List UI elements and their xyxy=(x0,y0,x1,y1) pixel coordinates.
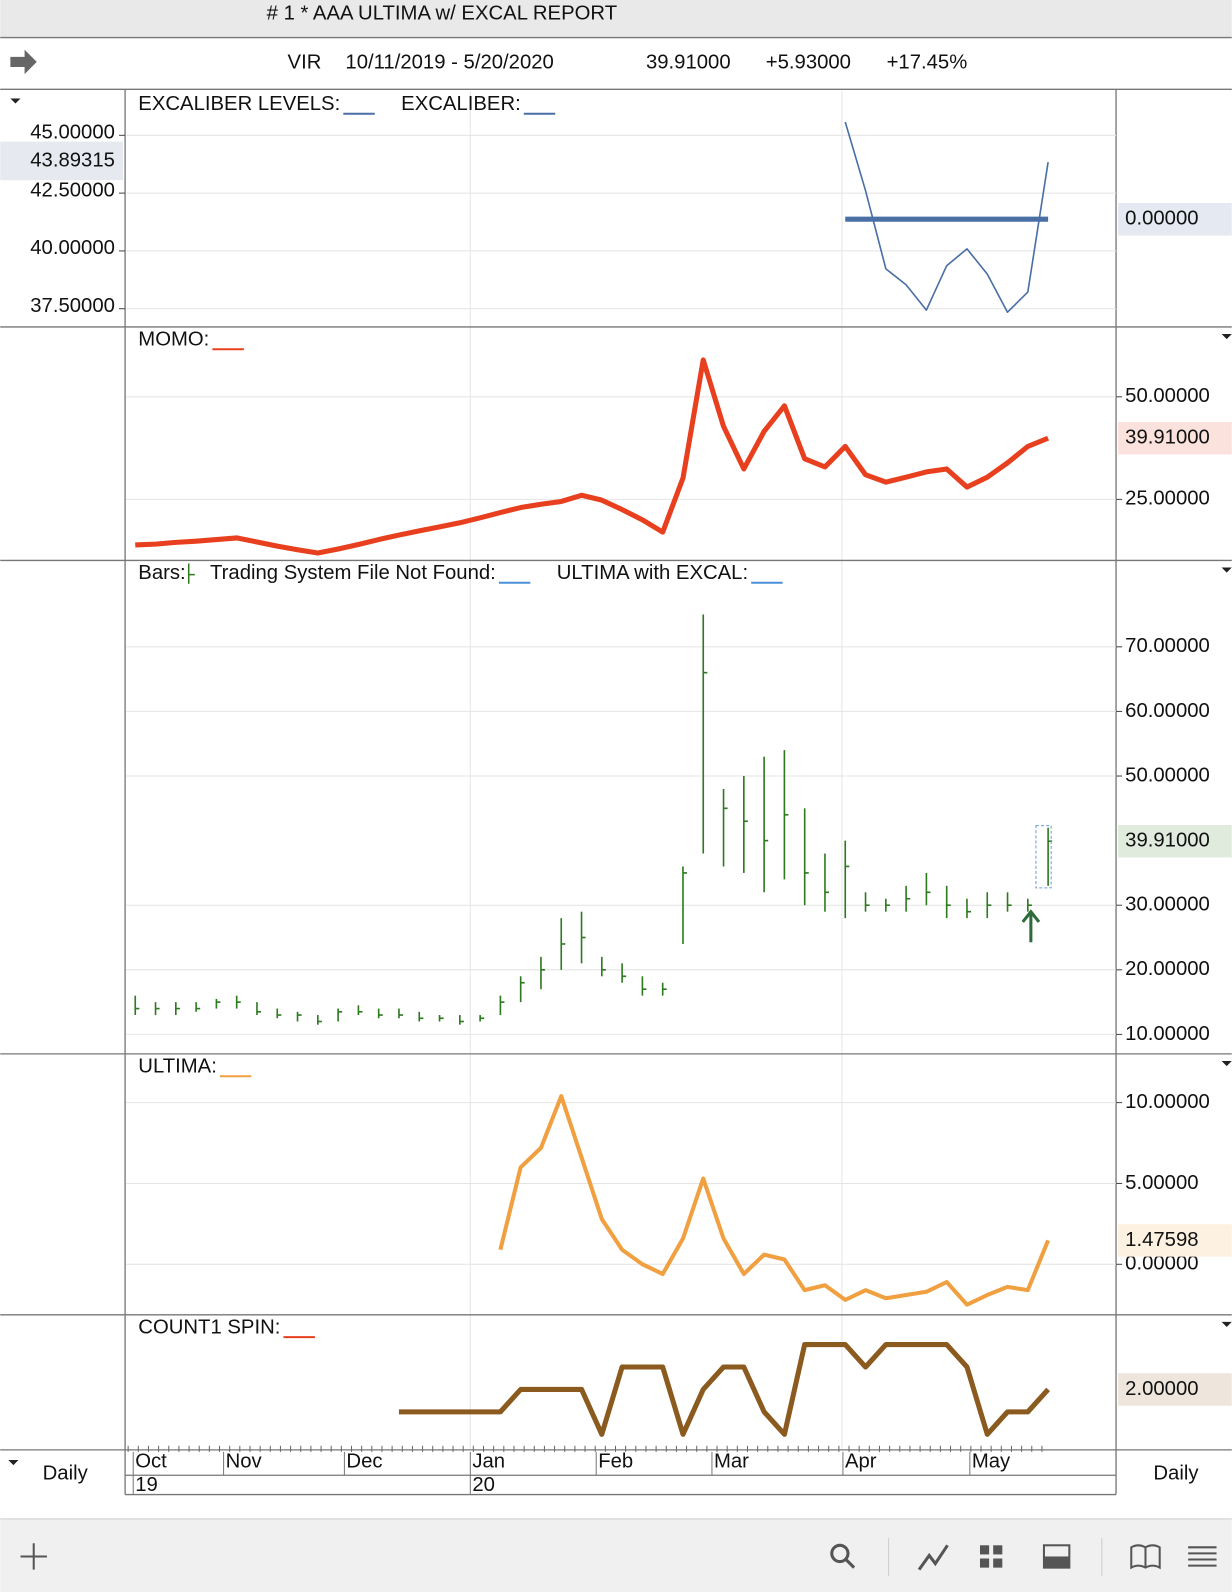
search-button[interactable] xyxy=(830,1543,856,1569)
legend-label: EXCALIBER: xyxy=(401,93,521,115)
y-tick-label: 60.00000 xyxy=(1125,700,1210,722)
legend-label: Trading System File Not Found: xyxy=(210,562,496,584)
y-tick-label: 42.50000 xyxy=(30,179,115,201)
year-label: 20 xyxy=(472,1474,495,1496)
month-label: Nov xyxy=(226,1450,263,1472)
y-tick-label: 20.00000 xyxy=(1125,958,1210,980)
last-value-box xyxy=(1118,421,1232,455)
legend-label: ULTIMA: xyxy=(138,1055,217,1077)
legend-label: ULTIMA with EXCAL: xyxy=(557,562,748,584)
signal-arrow xyxy=(1021,909,1041,943)
last-value-box xyxy=(1118,1224,1232,1257)
selection-box xyxy=(1035,825,1052,889)
panel: 70.00000 60.00000 50.00000 30.00000 20.00000… xyxy=(0,559,1232,1045)
last-price: 39.91000 xyxy=(646,51,731,73)
panels: 45.00000 42.50000 40.00000 37.50000 43.89315… xyxy=(0,93,1232,1437)
percent-change: +17.45% xyxy=(887,51,968,73)
year-label: 19 xyxy=(135,1474,158,1496)
last-value-label: 39.91000 xyxy=(1125,830,1210,852)
month-label: Apr xyxy=(845,1450,877,1472)
last-value-label: 39.91000 xyxy=(1125,427,1210,449)
panel: COUNT1 SPIN: 2.00000 xyxy=(0,1314,1232,1437)
panel: 50.00000 25.00000 MOMO: 39.91000 xyxy=(0,326,1232,556)
legend-swatch xyxy=(187,563,195,584)
menu-button[interactable] xyxy=(1188,1546,1217,1567)
month-label: Mar xyxy=(714,1450,749,1472)
series-line xyxy=(398,1342,1050,1437)
time-axis: Oct Nov Dec Jan Feb Mar Apr May 19 20 xyxy=(127,1445,1043,1496)
last-value-box xyxy=(1118,1373,1232,1406)
y-tick-label: 50.00000 xyxy=(1125,764,1210,786)
y-tick-label: 70.00000 xyxy=(1125,635,1210,657)
last-value-box xyxy=(1118,202,1232,236)
series-line xyxy=(844,121,1049,314)
month-label: Jan xyxy=(472,1450,505,1472)
go-arrow[interactable] xyxy=(10,49,37,75)
y-tick-label: 25.00000 xyxy=(1125,488,1210,510)
window-title: # 1 * AAA ULTIMA w/ EXCAL REPORT xyxy=(267,3,617,25)
panel-menu xyxy=(1221,334,1232,340)
panel: 10.00000 5.00000 0.00000 ULTIMA: 1.47598 xyxy=(0,1053,1232,1307)
y-tick-label: 5.00000 xyxy=(1125,1172,1198,1194)
grid-button[interactable] xyxy=(979,1545,1003,1568)
legend-label: COUNT1 SPIN: xyxy=(138,1316,280,1338)
net-change: +5.93000 xyxy=(766,51,851,73)
y-tick-label: 30.00000 xyxy=(1125,894,1210,916)
panel: 45.00000 42.50000 40.00000 37.50000 43.89315… xyxy=(0,93,1232,317)
y-tick-label: 10.00000 xyxy=(1125,1023,1210,1045)
last-value-label: 2.00000 xyxy=(1125,1378,1198,1400)
panel-menu xyxy=(1221,567,1232,573)
last-value-label: 1.47598 xyxy=(1125,1229,1198,1251)
chart-button[interactable] xyxy=(917,1544,949,1571)
panel-menu xyxy=(1221,1321,1232,1328)
last-value-box xyxy=(1118,824,1232,858)
legend-label: Bars: xyxy=(138,562,185,584)
date-range: 10/11/2019 - 5/20/2020 xyxy=(345,51,553,73)
series-line xyxy=(498,1094,1050,1307)
y-tick-label: 10.00000 xyxy=(1125,1091,1210,1113)
y-tick-label: 45.00000 xyxy=(30,122,115,144)
month-label: Dec xyxy=(346,1450,382,1472)
book-button[interactable] xyxy=(1130,1544,1161,1570)
price-marker-box xyxy=(0,141,124,181)
month-label: May xyxy=(972,1450,1011,1472)
add-button[interactable] xyxy=(20,1543,47,1570)
symbol: VIR xyxy=(288,51,322,73)
y-tick-label: 0.00000 xyxy=(1125,1253,1198,1275)
last-value-label: 0.00000 xyxy=(1125,208,1198,230)
series-line xyxy=(135,357,1050,556)
y-tick-label: 50.00000 xyxy=(1125,385,1210,407)
title-bar xyxy=(0,0,1232,38)
y-tick-label: 40.00000 xyxy=(30,237,115,259)
panel-menu xyxy=(10,98,21,104)
panel-menu xyxy=(1221,1060,1232,1067)
month-label: Oct xyxy=(135,1450,167,1472)
toolbar xyxy=(0,1518,1232,1592)
y-tick-label: 37.50000 xyxy=(30,295,115,317)
interval-left[interactable]: Daily xyxy=(43,1463,89,1485)
interval-right[interactable]: Daily xyxy=(1153,1463,1199,1485)
month-label: Feb xyxy=(598,1450,633,1472)
price-marker: 43.89315 xyxy=(30,149,115,171)
panel-button[interactable] xyxy=(1042,1544,1071,1569)
legend-label: EXCALIBER LEVELS: xyxy=(138,93,340,115)
legend-label: MOMO: xyxy=(138,328,209,350)
